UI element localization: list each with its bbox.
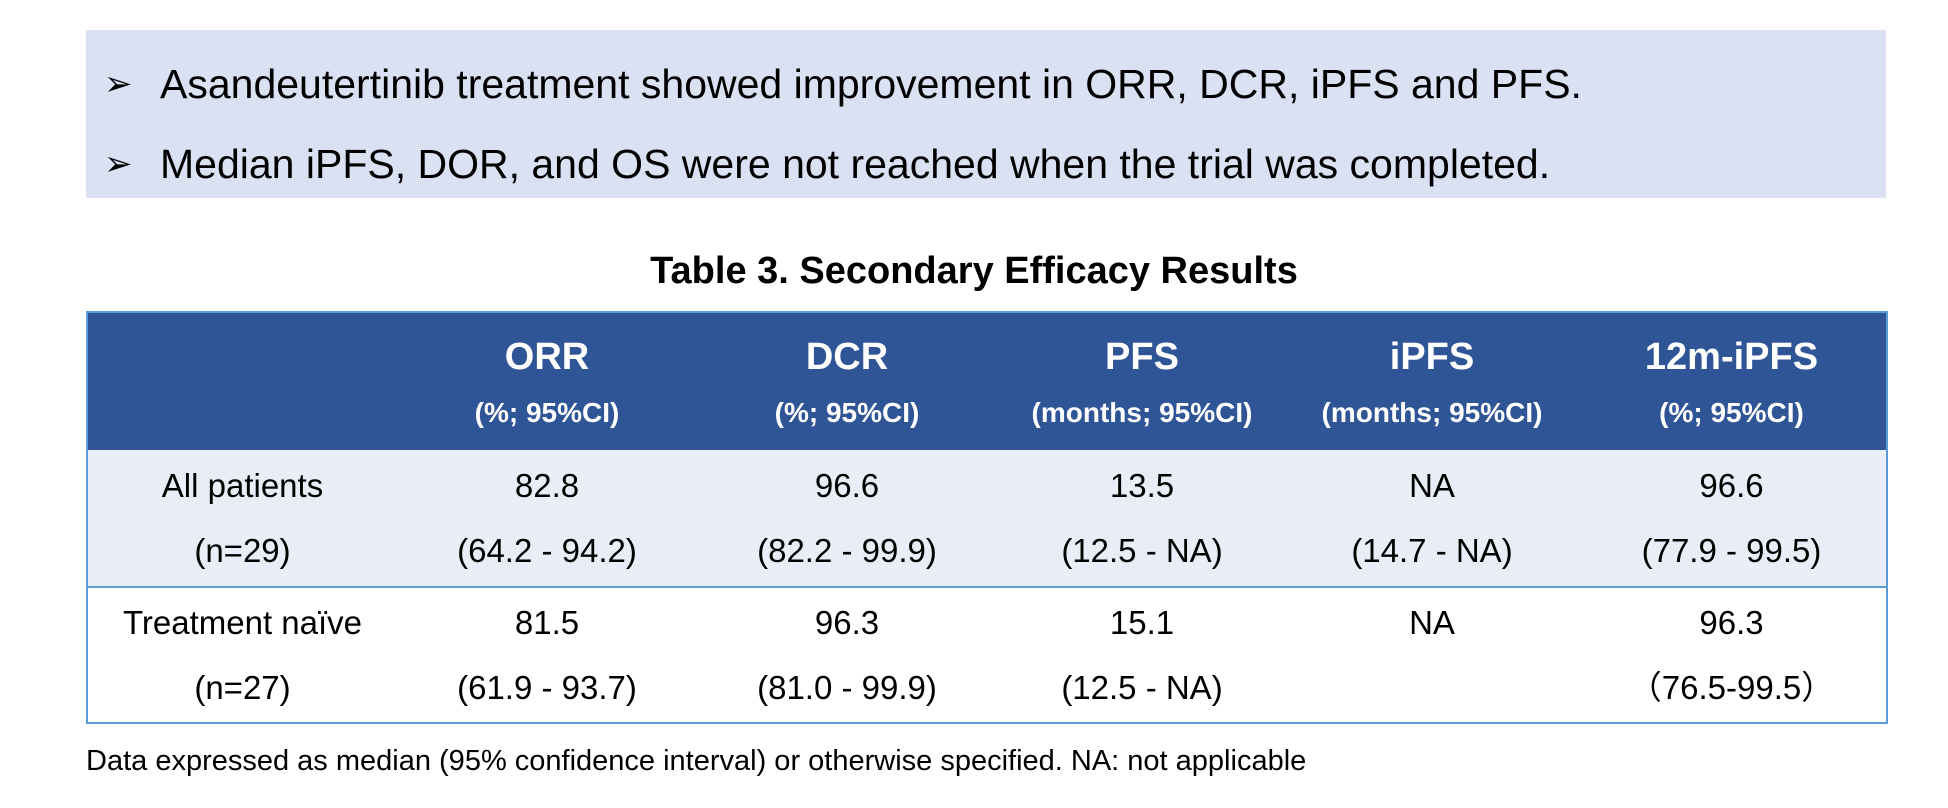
table-row-all-patients: All patients (n=29) 82.8 (64.2 - 94.2) 9…: [87, 450, 1887, 588]
cell-value: NA: [1409, 603, 1455, 641]
cell-value: 13.5: [1109, 466, 1175, 504]
row-n: (n=27): [194, 668, 291, 706]
column-name: ORR: [504, 335, 590, 378]
bullet-text: Asandeutertinib treatment showed improve…: [160, 61, 1582, 107]
cell-ci: (12.5 - NA): [1061, 668, 1223, 706]
table-cell: 13.5 (12.5 - NA): [997, 450, 1287, 588]
header-cell-orr: ORR (%; 95%CI): [397, 312, 697, 450]
table-row-treatment-naive: Treatment naïve (n=27) 81.5 (61.9 - 93.7…: [87, 587, 1887, 723]
table-cell: 96.3 （76.5-99.5）: [1577, 587, 1887, 723]
summary-box: ➢ Asandeutertinib treatment showed impro…: [86, 30, 1886, 198]
table-header-row: ORR (%; 95%CI) DCR (%; 95%CI) PFS (month…: [87, 312, 1887, 450]
cell-value: 81.5: [514, 603, 580, 641]
table-cell: 96.6 (77.9 - 99.5): [1577, 450, 1887, 588]
cell-ci: (82.2 - 99.9): [757, 531, 937, 569]
row-label-cell: Treatment naïve (n=27): [87, 587, 397, 723]
header-cell-ipfs: iPFS (months; 95%CI): [1287, 312, 1577, 450]
column-unit: (months; 95%CI): [1321, 396, 1543, 428]
cell-ci: (77.9 - 99.5): [1641, 531, 1822, 569]
table-cell: 15.1 (12.5 - NA): [997, 587, 1287, 723]
column-unit: (%; 95%CI): [774, 396, 920, 428]
table-cell: 96.6 (82.2 - 99.9): [697, 450, 997, 588]
cell-value: 96.6: [814, 466, 880, 504]
header-cell-pfs: PFS (months; 95%CI): [997, 312, 1287, 450]
arrow-bullet-icon: ➢: [104, 145, 133, 183]
table-title: Table 3. Secondary Efficacy Results: [650, 250, 1298, 292]
column-name: 12m-iPFS: [1644, 335, 1819, 378]
bullet-item: ➢ Median iPFS, DOR, and OS were not reac…: [104, 140, 1550, 188]
column-name: PFS: [1105, 335, 1179, 378]
table-cell: NA (14.7 - NA): [1287, 450, 1577, 588]
table-cell: 82.8 (64.2 - 94.2): [397, 450, 697, 588]
row-n: (n=29): [194, 531, 291, 569]
cell-ci: (61.9 - 93.7): [457, 668, 637, 706]
cell-value: 96.3: [1699, 603, 1764, 641]
column-name: DCR: [805, 335, 889, 378]
cell-value: 96.6: [1699, 466, 1764, 504]
cell-value: 15.1: [1109, 603, 1175, 641]
cell-ci: (14.7 - NA): [1351, 531, 1513, 569]
cell-ci: (81.0 - 99.9): [757, 668, 937, 706]
cell-ci: （76.5-99.5）: [1628, 668, 1835, 706]
column-unit: (%; 95%CI): [1659, 396, 1804, 428]
column-unit: (%; 95%CI): [474, 396, 620, 428]
column-name: iPFS: [1389, 335, 1475, 378]
efficacy-table-container: ORR (%; 95%CI) DCR (%; 95%CI) PFS (month…: [86, 311, 1888, 724]
cell-ci: (12.5 - NA): [1061, 531, 1223, 569]
row-label: Treatment naïve: [122, 603, 363, 641]
row-label-cell: All patients (n=29): [87, 450, 397, 588]
bullet-text: Median iPFS, DOR, and OS were not reache…: [160, 141, 1551, 187]
cell-value: 82.8: [514, 466, 580, 504]
cell-value: NA: [1409, 466, 1455, 504]
header-cell-dcr: DCR (%; 95%CI): [697, 312, 997, 450]
arrow-bullet-icon: ➢: [104, 65, 133, 103]
cell-value: 96.3: [814, 603, 880, 641]
efficacy-table: ORR (%; 95%CI) DCR (%; 95%CI) PFS (month…: [86, 311, 1888, 724]
table-cell: 96.3 (81.0 - 99.9): [697, 587, 997, 723]
column-unit: (months; 95%CI): [1031, 396, 1253, 428]
table-footnote: Data expressed as median (95% confidence…: [86, 745, 1307, 777]
cell-ci: (64.2 - 94.2): [457, 531, 637, 569]
header-cell-empty: [87, 312, 397, 450]
header-cell-12m-ipfs: 12m-iPFS (%; 95%CI): [1577, 312, 1887, 450]
table-cell: NA: [1287, 587, 1577, 723]
cell-ci: [1287, 668, 1577, 708]
row-label: All patients: [161, 466, 324, 504]
table-cell: 81.5 (61.9 - 93.7): [397, 587, 697, 723]
bullet-item: ➢ Asandeutertinib treatment showed impro…: [104, 60, 1582, 108]
